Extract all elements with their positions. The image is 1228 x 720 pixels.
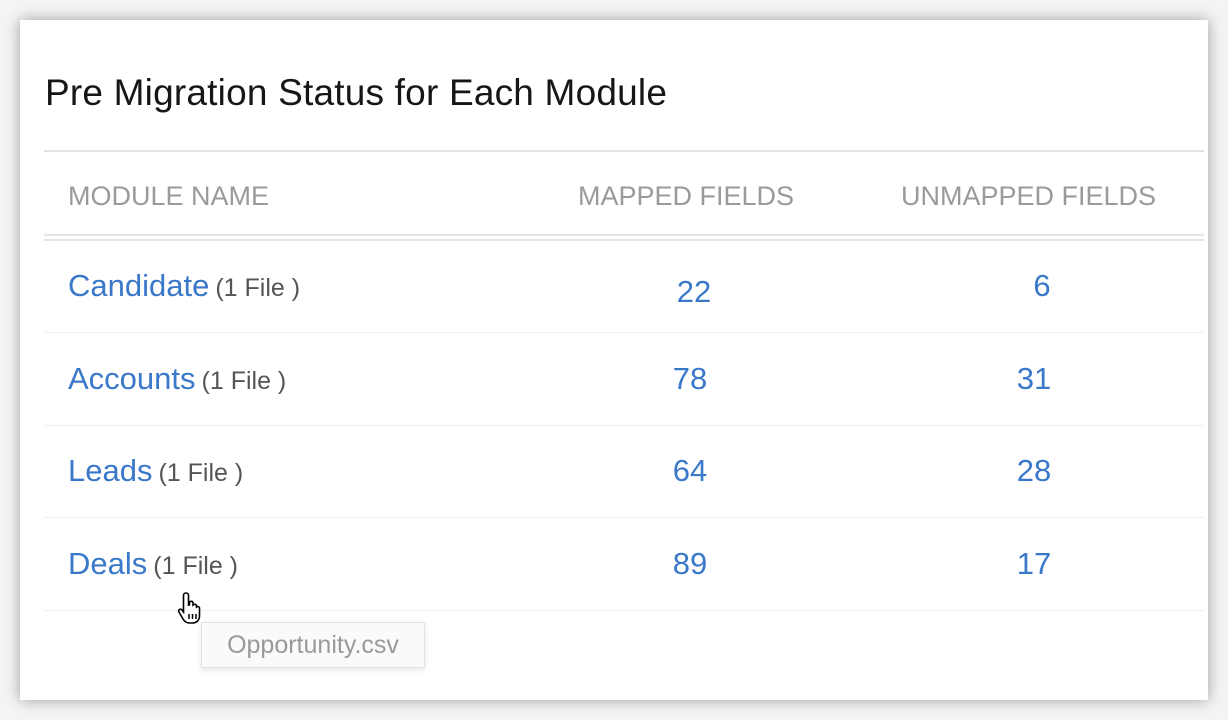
column-header-unmapped-fields: UNMAPPED FIELDS <box>901 181 1157 211</box>
pre-migration-status-card: Pre Migration Status for Each Module MOD… <box>20 20 1208 700</box>
file-name-tooltip: Opportunity.csv <box>201 622 425 668</box>
module-link[interactable]: Accounts (1 File ) <box>68 361 286 397</box>
module-name[interactable]: Candidate <box>68 268 210 303</box>
file-count[interactable]: (1 File ) <box>158 459 244 487</box>
page-title: Pre Migration Status for Each Module <box>45 72 668 113</box>
table-row: Leads (1 File ) 64 28 <box>44 425 1204 518</box>
table-row: Accounts (1 File ) 78 31 <box>44 333 1204 426</box>
divider <box>44 150 1204 152</box>
module-name[interactable]: Deals <box>68 546 148 581</box>
mapped-fields-count[interactable]: 78 <box>672 361 708 396</box>
file-count[interactable]: (1 File ) <box>201 367 287 395</box>
module-name[interactable]: Leads <box>68 453 153 488</box>
divider <box>44 234 1204 236</box>
unmapped-fields-count[interactable]: 17 <box>1016 546 1052 581</box>
module-link[interactable]: Deals (1 File ) <box>68 546 238 582</box>
file-count[interactable]: (1 File ) <box>215 274 301 302</box>
divider <box>44 239 1204 241</box>
table-row: Deals (1 File ) 89 17 <box>44 518 1204 611</box>
table-row: Candidate (1 File ) 22 6 <box>44 240 1204 333</box>
module-name[interactable]: Accounts <box>68 361 196 396</box>
unmapped-fields-count[interactable]: 31 <box>1016 361 1052 396</box>
column-header-mapped-fields: MAPPED FIELDS <box>578 181 795 211</box>
unmapped-fields-count[interactable]: 28 <box>1016 453 1052 488</box>
module-link[interactable]: Leads (1 File ) <box>68 453 243 489</box>
module-link[interactable]: Candidate (1 File ) <box>68 268 300 304</box>
mapped-fields-count[interactable]: 22 <box>676 274 712 309</box>
unmapped-fields-count[interactable]: 6 <box>1033 268 1051 303</box>
mapped-fields-count[interactable]: 64 <box>672 453 708 488</box>
column-header-module-name: MODULE NAME <box>68 181 270 211</box>
file-count[interactable]: (1 File ) <box>153 552 238 580</box>
mapped-fields-count[interactable]: 89 <box>672 546 708 581</box>
hand-pointer-icon <box>177 592 201 624</box>
